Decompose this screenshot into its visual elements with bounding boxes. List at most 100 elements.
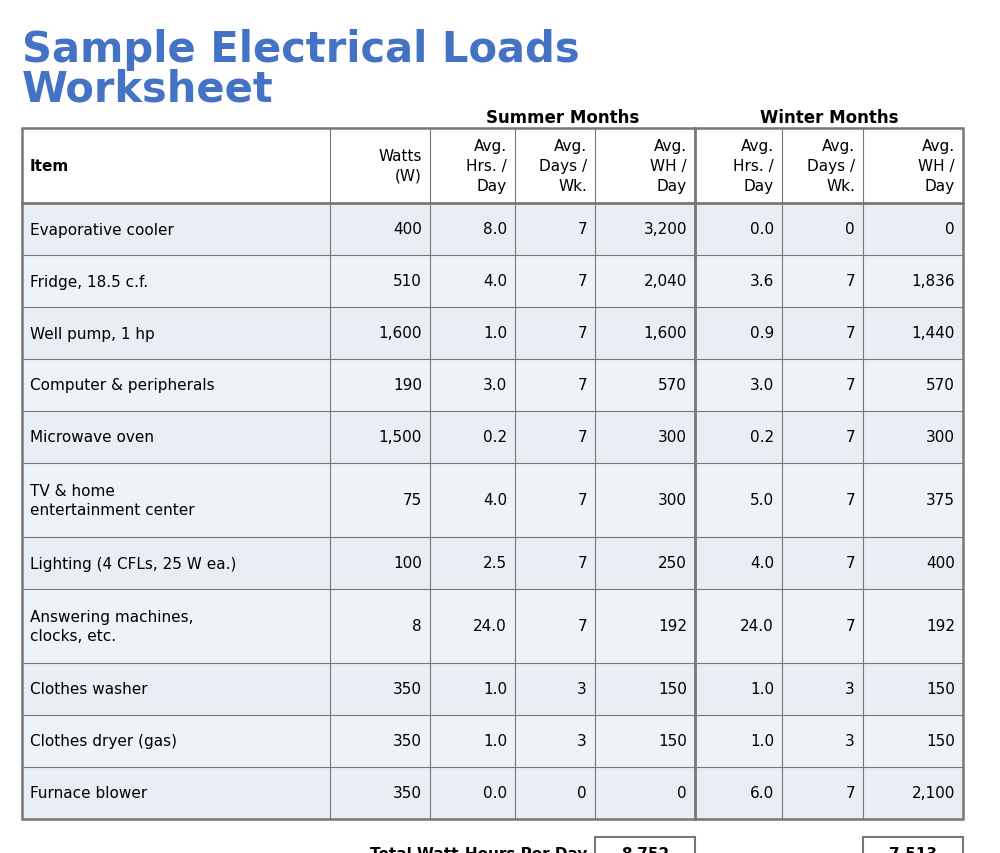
Text: 190: 190 (393, 378, 422, 393)
Text: 7: 7 (577, 378, 587, 393)
Bar (595, 837, 695, 853)
Text: 4.0: 4.0 (483, 493, 507, 508)
Text: 8: 8 (412, 618, 422, 634)
Text: 0.0: 0.0 (483, 786, 507, 801)
Text: Watts
(W): Watts (W) (378, 149, 422, 183)
Text: Clothes washer: Clothes washer (30, 682, 148, 697)
Text: 7: 7 (845, 430, 855, 445)
Text: 150: 150 (926, 734, 955, 749)
Text: Lighting (4 CFLs, 25 W ea.): Lighting (4 CFLs, 25 W ea.) (30, 556, 236, 571)
Text: 350: 350 (393, 682, 422, 697)
Text: 3: 3 (577, 682, 587, 697)
Text: Avg.
Days /
Wk.: Avg. Days / Wk. (807, 139, 855, 194)
Text: 1.0: 1.0 (483, 326, 507, 341)
Text: 2,040: 2,040 (644, 274, 687, 289)
Text: Sample Electrical Loads: Sample Electrical Loads (22, 29, 580, 71)
Text: Furnace blower: Furnace blower (30, 786, 147, 801)
Text: 7: 7 (845, 556, 855, 571)
Text: Answering machines,
clocks, etc.: Answering machines, clocks, etc. (30, 610, 194, 643)
Bar (22, 715, 963, 767)
Text: Avg.
WH /
Day: Avg. WH / Day (650, 139, 687, 194)
Text: Avg.
Days /
Wk.: Avg. Days / Wk. (539, 139, 587, 194)
Text: 0.2: 0.2 (483, 430, 507, 445)
Text: Winter Months: Winter Months (760, 109, 898, 127)
Text: 5.0: 5.0 (750, 493, 774, 508)
Text: 7: 7 (577, 223, 587, 237)
Text: 24.0: 24.0 (740, 618, 774, 634)
Text: 1,440: 1,440 (912, 326, 955, 341)
Bar (22, 463, 963, 537)
Text: Total Watt-Hours Per Day: Total Watt-Hours Per Day (370, 846, 587, 853)
Text: 7,513: 7,513 (889, 846, 937, 853)
Text: 1.0: 1.0 (483, 734, 507, 749)
Text: Summer Months: Summer Months (486, 109, 639, 127)
Text: 1,600: 1,600 (378, 326, 422, 341)
Text: 150: 150 (658, 682, 687, 697)
Text: 3.0: 3.0 (750, 378, 774, 393)
Text: 510: 510 (393, 274, 422, 289)
Text: 7: 7 (577, 618, 587, 634)
Text: 8,752: 8,752 (621, 846, 669, 853)
Text: Avg.
Hrs. /
Day: Avg. Hrs. / Day (466, 139, 507, 194)
Text: 150: 150 (926, 682, 955, 697)
Text: 375: 375 (926, 493, 955, 508)
Bar (22, 589, 963, 664)
Text: 400: 400 (393, 223, 422, 237)
Text: 2.5: 2.5 (483, 556, 507, 571)
Text: 1.0: 1.0 (483, 682, 507, 697)
Text: 3,200: 3,200 (644, 223, 687, 237)
Text: 570: 570 (926, 378, 955, 393)
Text: 7: 7 (577, 556, 587, 571)
Text: 192: 192 (658, 618, 687, 634)
Text: 6.0: 6.0 (750, 786, 774, 801)
Text: 300: 300 (658, 430, 687, 445)
Bar (22, 204, 963, 256)
Text: 350: 350 (393, 734, 422, 749)
Text: 0: 0 (577, 786, 587, 801)
Text: Worksheet: Worksheet (22, 69, 274, 111)
Text: 0.0: 0.0 (750, 223, 774, 237)
Text: Avg.
WH /
Day: Avg. WH / Day (918, 139, 955, 194)
Text: 0: 0 (945, 223, 955, 237)
Bar (863, 837, 963, 853)
Text: 7: 7 (845, 274, 855, 289)
Text: 350: 350 (393, 786, 422, 801)
Text: Microwave oven: Microwave oven (30, 430, 154, 445)
Text: 0.9: 0.9 (750, 326, 774, 341)
Text: 7: 7 (845, 786, 855, 801)
Text: 1.0: 1.0 (750, 734, 774, 749)
Text: 1,600: 1,600 (644, 326, 687, 341)
Text: TV & home
entertainment center: TV & home entertainment center (30, 484, 195, 517)
Text: 0: 0 (677, 786, 687, 801)
Text: Avg.
Hrs. /
Day: Avg. Hrs. / Day (733, 139, 774, 194)
Bar (22, 256, 963, 308)
Text: Well pump, 1 hp: Well pump, 1 hp (30, 326, 155, 341)
Text: 7: 7 (845, 378, 855, 393)
Text: 7: 7 (577, 493, 587, 508)
Text: 7: 7 (577, 326, 587, 341)
Text: 4.0: 4.0 (483, 274, 507, 289)
Text: 24.0: 24.0 (473, 618, 507, 634)
Text: 1,836: 1,836 (911, 274, 955, 289)
Bar (22, 129, 963, 819)
Text: Computer & peripherals: Computer & peripherals (30, 378, 215, 393)
Text: 3: 3 (845, 734, 855, 749)
Text: 192: 192 (926, 618, 955, 634)
Text: 0.2: 0.2 (750, 430, 774, 445)
Text: 1.0: 1.0 (750, 682, 774, 697)
Text: 7: 7 (845, 618, 855, 634)
Text: 3.6: 3.6 (750, 274, 774, 289)
Text: 250: 250 (658, 556, 687, 571)
Text: 300: 300 (658, 493, 687, 508)
Bar (22, 767, 963, 819)
Bar (22, 664, 963, 715)
Text: 7: 7 (845, 493, 855, 508)
Text: 75: 75 (403, 493, 422, 508)
Text: 570: 570 (658, 378, 687, 393)
Text: Item: Item (30, 159, 69, 174)
Text: 3.0: 3.0 (483, 378, 507, 393)
Text: 3: 3 (577, 734, 587, 749)
Text: 100: 100 (393, 556, 422, 571)
Text: 7: 7 (577, 430, 587, 445)
Bar (22, 537, 963, 589)
